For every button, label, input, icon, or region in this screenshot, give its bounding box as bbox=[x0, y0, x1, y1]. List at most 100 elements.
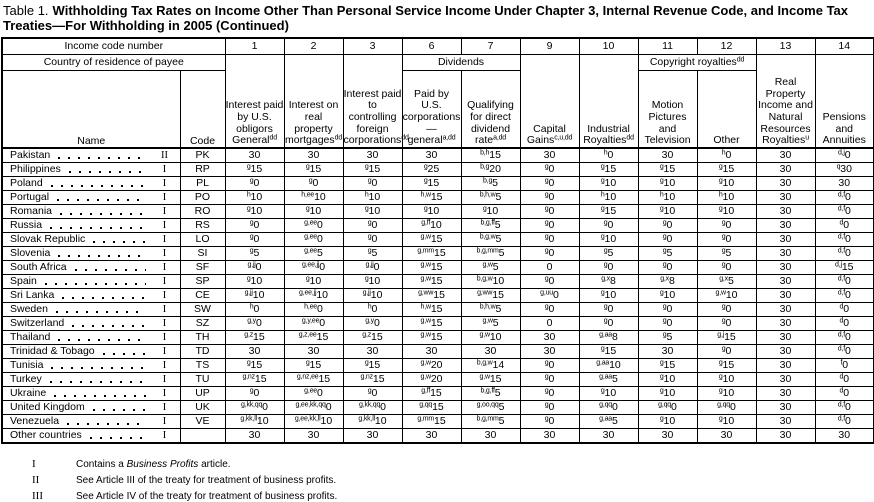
rate-cell: g,w10 bbox=[460, 329, 521, 345]
treaty-article-marker: I bbox=[162, 415, 167, 427]
country-name-cell: Ukraine I bbox=[1, 385, 181, 401]
rate-cell: g,mm15 bbox=[401, 245, 462, 261]
column-header-interest-general: Interest paid by U.S. obligors Generaldd bbox=[224, 53, 285, 149]
rate-cell: g,kk,qq0 bbox=[224, 399, 285, 415]
rate-cell: g0 bbox=[519, 413, 580, 429]
table-row: Slovenia I SI g5 g,ee5 g5 g,mm15 b,g,mm5 g0 g5 g5 g… bbox=[1, 245, 874, 261]
dot-leader bbox=[49, 380, 146, 383]
rate-cell: g10 bbox=[342, 273, 403, 289]
rate-cell: h,w15 bbox=[401, 189, 462, 205]
rate-cell: g,j15 bbox=[696, 329, 757, 345]
country-code: SW bbox=[179, 301, 226, 317]
rate-cell: 30 bbox=[519, 343, 580, 359]
rate-cell: 30 bbox=[637, 147, 698, 163]
rate-cell: g15 bbox=[283, 161, 344, 177]
income-code: 3 bbox=[342, 37, 403, 55]
table-title: Table 1. Withholding Tax Rates on Income … bbox=[0, 0, 874, 37]
rate-cell: g0 bbox=[519, 189, 580, 205]
rate-cell: g,x5 bbox=[696, 273, 757, 289]
country-name-cell: Romania I bbox=[1, 203, 181, 219]
rate-cell: g,nz,ee15 bbox=[283, 371, 344, 387]
rate-cell: b,g,w14 bbox=[460, 357, 521, 373]
country-name-cell: Other countries I bbox=[1, 427, 181, 444]
rate-cell: g10 bbox=[696, 385, 757, 401]
table-row: Russia I RS g0 g,ee0 g0 g,ff10 b,g,ff5 g0 g0 g0 g0 3… bbox=[1, 217, 874, 233]
country-name: Slovenia bbox=[10, 246, 51, 259]
rate-cell: 30 bbox=[755, 385, 816, 401]
rate-cell: 30 bbox=[519, 427, 580, 444]
country-name-cell: Thailand I bbox=[1, 329, 181, 345]
table-row: Pakistan II PK 30 30 30 30 b,h15 30 h0 30 h0 30 d,j0 bbox=[1, 147, 874, 163]
country-code: TD bbox=[179, 343, 226, 359]
rate-cell: g10 bbox=[460, 203, 521, 219]
country-name: Slovak Republic bbox=[10, 232, 86, 245]
rate-cell: b,h,w5 bbox=[460, 189, 521, 205]
rate-cell: 30 bbox=[696, 427, 757, 444]
rate-cell: g10 bbox=[637, 287, 698, 303]
rate-cell: g0 bbox=[519, 357, 580, 373]
country-name: Philippines bbox=[10, 162, 61, 175]
rate-cell: b,h15 bbox=[460, 147, 521, 163]
rate-cell: g0 bbox=[637, 231, 698, 247]
rate-cell: g,ww15 bbox=[460, 287, 521, 303]
rate-cell: g,jj10 bbox=[342, 287, 403, 303]
rate-cell: 30 bbox=[814, 175, 874, 191]
rate-cell: h,w15 bbox=[401, 301, 462, 317]
table-row: Portugal I PO h10 h,ee10 h10 h,w15 b,h,w5 g0 h10 h… bbox=[1, 189, 874, 205]
table-row: Philippines I RP g15 g15 g15 g25 b,g20 g0 g15 g15 g… bbox=[1, 161, 874, 177]
rate-cell: g0 bbox=[637, 217, 698, 233]
rate-cell: 30 bbox=[283, 427, 344, 444]
dot-leader bbox=[62, 296, 146, 299]
rate-cell: g,z15 bbox=[224, 329, 285, 345]
rate-cell: d,f0 bbox=[814, 189, 874, 205]
country-name-cell: United Kingdom I bbox=[1, 399, 181, 415]
rate-cell: 30 bbox=[755, 273, 816, 289]
country-code: PK bbox=[179, 147, 226, 163]
rate-cell: h10 bbox=[578, 189, 639, 205]
rate-cell: g,w5 bbox=[460, 315, 521, 331]
rate-cell: 0 bbox=[519, 259, 580, 275]
rate-cell: 30 bbox=[460, 427, 521, 444]
column-header-pensions: Pensions and Annuities bbox=[814, 53, 874, 149]
dot-leader bbox=[74, 268, 146, 271]
rate-cell: d,f0 bbox=[814, 203, 874, 219]
income-code: 14 bbox=[814, 37, 874, 55]
rate-cell: 30 bbox=[755, 301, 816, 317]
rate-cell: d,j15 bbox=[814, 259, 874, 275]
income-code: 11 bbox=[637, 37, 698, 55]
rate-cell: d,f0 bbox=[814, 329, 874, 345]
rate-cell: g0 bbox=[696, 217, 757, 233]
dot-leader bbox=[57, 198, 146, 201]
dot-leader bbox=[58, 156, 146, 159]
rate-cell: g,ee5 bbox=[283, 245, 344, 261]
rate-cell: g15 bbox=[342, 161, 403, 177]
treaty-article-marker: I bbox=[162, 331, 167, 343]
rate-cell: g,w20 bbox=[401, 357, 462, 373]
rate-cell: g0 bbox=[342, 175, 403, 191]
rate-cell: g,ff15 bbox=[401, 385, 462, 401]
rate-cell: g,aa10 bbox=[578, 357, 639, 373]
country-name-cell: Slovak Republic I bbox=[1, 231, 181, 247]
rate-cell: g0 bbox=[519, 203, 580, 219]
rate-cell: b,g,mm5 bbox=[460, 413, 521, 429]
rate-cell: g0 bbox=[696, 259, 757, 275]
rate-cell: g15 bbox=[401, 175, 462, 191]
rate-cell: 30 bbox=[755, 161, 816, 177]
rate-cell: d,f0 bbox=[814, 231, 874, 247]
country-code: RS bbox=[179, 217, 226, 233]
treaty-article-marker: I bbox=[162, 205, 167, 217]
rate-cell: g,ww15 bbox=[401, 287, 462, 303]
rate-cell: g5 bbox=[637, 329, 698, 345]
table-row: United Kingdom I UK g,kk,qq0 g,ee,kk,qq0 g,kk… bbox=[1, 399, 874, 415]
rate-cell: 30 bbox=[342, 343, 403, 359]
rate-cell: g,uu0 bbox=[519, 287, 580, 303]
dot-leader bbox=[50, 226, 146, 229]
dot-leader bbox=[92, 408, 146, 411]
table-row: South Africa I SF g,jj0 g,ee,jj0 g,jj0 g,w15 g,… bbox=[1, 259, 874, 275]
rate-cell: g,nz15 bbox=[224, 371, 285, 387]
rate-cell: d0 bbox=[814, 315, 874, 331]
rate-cell: g15 bbox=[637, 357, 698, 373]
rate-cell: g5 bbox=[224, 245, 285, 261]
rate-cell: g,jj10 bbox=[224, 287, 285, 303]
rate-cell: g,aa8 bbox=[578, 329, 639, 345]
